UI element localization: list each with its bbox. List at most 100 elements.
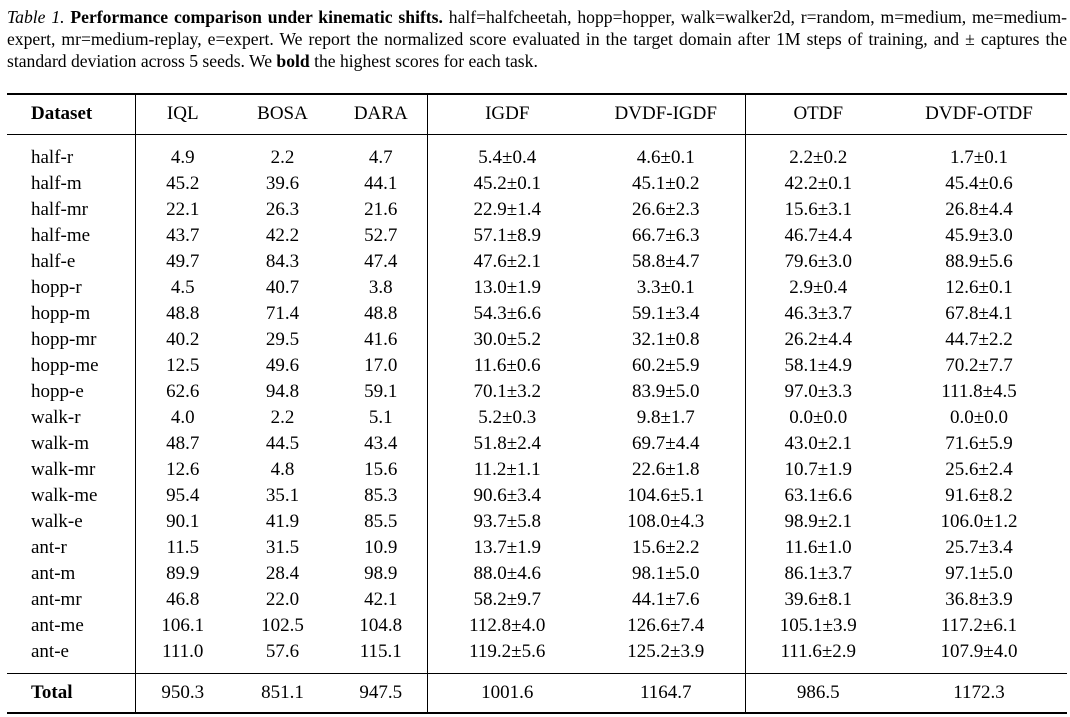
score-cell: 42.2 xyxy=(265,224,300,246)
score-cell: 40.2 xyxy=(166,328,200,350)
score-cell: 4.6±0.1 xyxy=(587,134,746,171)
score-cell: 31.5 xyxy=(265,536,300,558)
score-cell: 25.6±2.4 xyxy=(945,458,1013,480)
score-cell: 91.6±8.2 xyxy=(945,484,1013,506)
total-cell: 1164.7 xyxy=(587,672,746,714)
score-cell: 54.3±6.6 xyxy=(473,302,541,324)
score-cell: 22.6±1.8 xyxy=(587,456,746,483)
score-cell: 83.9±5.0 xyxy=(587,378,746,405)
score-cell: 46.8 xyxy=(166,588,200,610)
dataset-cell: half-mr xyxy=(7,196,136,223)
table-caption: Table 1. Performance comparison under ki… xyxy=(7,6,1067,72)
score-cell: 44.1 xyxy=(335,170,428,197)
table-row: half-me 43.7 42.2 52.7 57.1±8.9 66.7±6.3 46.7±… xyxy=(7,222,1067,249)
score-cell: 89.9 xyxy=(166,562,200,584)
score-cell: 4.7 xyxy=(335,134,428,171)
table-row: walk-r 4.0 2.2 5.1 5.2±0.3 9.8±1.7 0.0±0.0 0.0±… xyxy=(7,404,1067,431)
score-cell: 13.7±1.9 xyxy=(473,536,541,558)
header-row: Dataset IQL BOSA DARA IGDF DVDF-IGDF OTDF DVDF-… xyxy=(7,93,1067,135)
dataset-cell: hopp-e xyxy=(7,378,136,405)
score-cell: 58.1±4.9 xyxy=(784,354,852,376)
score-cell: 42.2±0.1 xyxy=(784,172,852,194)
score-cell: 4.8 xyxy=(270,458,295,480)
score-cell: 2.2 xyxy=(270,406,295,428)
total-label: Total xyxy=(7,672,136,714)
table-row: hopp-m 48.8 71.4 48.8 54.3±6.6 59.1±3.4 46.3±3… xyxy=(7,300,1067,327)
score-cell: 4.9 xyxy=(170,146,195,168)
score-cell: 98.9 xyxy=(335,560,428,587)
score-cell: 62.6 xyxy=(166,380,200,402)
score-cell: 107.9±4.0 xyxy=(940,640,1018,662)
dataset-cell: half-r xyxy=(7,134,136,171)
score-cell: 125.2±3.9 xyxy=(587,638,746,673)
dataset-cell: ant-e xyxy=(7,638,136,673)
score-cell: 111.6±2.9 xyxy=(780,640,857,662)
header-dataset: Dataset xyxy=(7,93,136,135)
score-cell: 45.4±0.6 xyxy=(945,172,1013,194)
caption-text: half=halfcheetah, hopp=hopper, walk=walk… xyxy=(7,7,1067,71)
score-cell: 22.9±1.4 xyxy=(473,198,541,220)
table-row: half-r 4.9 2.2 4.7 5.4±0.4 4.6±0.1 2.2±0.2 1.7±… xyxy=(7,134,1067,171)
table-row: walk-me 95.4 35.1 85.3 90.6±3.4 104.6±5.1 63.1… xyxy=(7,482,1067,509)
table-row: walk-e 90.1 41.9 85.5 93.7±5.8 108.0±4.3 98.9±… xyxy=(7,508,1067,535)
score-cell: 36.8±3.9 xyxy=(945,588,1013,610)
score-cell: 26.6±2.3 xyxy=(587,196,746,223)
total-row: Total 950.3 851.1 947.5 1001.6 1164.7 986.5 117… xyxy=(7,672,1067,714)
score-cell: 28.4 xyxy=(265,562,300,584)
score-cell: 15.6±2.2 xyxy=(587,534,746,561)
caption-title: Performance comparison under kinematic s… xyxy=(70,7,443,27)
score-cell: 111.8±4.5 xyxy=(941,380,1017,402)
score-cell: 41.6 xyxy=(335,326,428,353)
total-cell: 851.1 xyxy=(230,672,335,714)
score-cell: 94.8 xyxy=(265,380,300,402)
score-cell: 60.2±5.9 xyxy=(587,352,746,379)
score-cell: 17.0 xyxy=(335,352,428,379)
score-cell: 88.9±5.6 xyxy=(945,250,1013,272)
header-dara: DARA xyxy=(335,93,428,135)
dataset-cell: hopp-r xyxy=(7,274,136,301)
table-row: half-mr 22.1 26.3 21.6 22.9±1.4 26.6±2.3 15.6±… xyxy=(7,196,1067,223)
score-cell: 47.6±2.1 xyxy=(473,250,541,272)
header-iql: IQL xyxy=(135,93,230,135)
score-cell: 11.6±0.6 xyxy=(473,354,541,376)
score-cell: 111.0 xyxy=(162,640,204,662)
results-table: Dataset IQL BOSA DARA IGDF DVDF-IGDF OTDF DVDF-… xyxy=(7,93,1067,714)
score-cell: 5.1 xyxy=(335,404,428,431)
score-cell: 126.6±7.4 xyxy=(587,612,746,639)
score-cell: 10.7±1.9 xyxy=(784,458,852,480)
score-cell: 85.3 xyxy=(335,482,428,509)
score-cell: 49.7 xyxy=(166,250,200,272)
header-igdf: IGDF xyxy=(427,93,587,135)
score-cell: 98.1±5.0 xyxy=(587,560,746,587)
score-cell: 97.1±5.0 xyxy=(945,562,1013,584)
score-cell: 0.0±0.0 xyxy=(950,406,1008,428)
dataset-cell: walk-m xyxy=(7,430,136,457)
score-cell: 42.1 xyxy=(335,586,428,613)
score-cell: 46.3±3.7 xyxy=(784,302,852,324)
score-cell: 115.1 xyxy=(335,638,428,673)
score-cell: 15.6±3.1 xyxy=(784,198,852,220)
score-cell: 45.2 xyxy=(166,172,200,194)
table-row: ant-m 89.9 28.4 98.9 88.0±4.6 98.1±5.0 86.1±3.… xyxy=(7,560,1067,587)
score-cell: 35.1 xyxy=(265,484,300,506)
score-cell: 106.0±1.2 xyxy=(940,510,1018,532)
score-cell: 43.0±2.1 xyxy=(784,432,852,454)
dataset-cell: ant-mr xyxy=(7,586,136,613)
score-cell: 43.4 xyxy=(335,430,428,457)
total-cell: 1172.3 xyxy=(891,672,1067,714)
score-cell: 108.0±4.3 xyxy=(587,508,746,535)
score-cell: 95.4 xyxy=(166,484,200,506)
score-cell: 93.7±5.8 xyxy=(473,510,541,532)
score-cell: 4.5 xyxy=(170,276,195,298)
table-row: half-e 49.7 84.3 47.4 47.6±2.1 58.8±4.7 79.6±3… xyxy=(7,248,1067,275)
table-row: hopp-mr 40.2 29.5 41.6 30.0±5.2 32.1±0.8 26.2±… xyxy=(7,326,1067,353)
table-header: Dataset IQL BOSA DARA IGDF DVDF-IGDF OTDF DVDF-… xyxy=(7,93,1067,135)
score-cell: 44.7±2.2 xyxy=(945,328,1013,350)
score-cell: 117.2±6.1 xyxy=(940,614,1018,636)
dataset-cell: hopp-m xyxy=(7,300,136,327)
score-cell: 85.5 xyxy=(335,508,428,535)
score-cell: 71.6±5.9 xyxy=(945,432,1013,454)
score-cell: 102.5 xyxy=(261,614,304,636)
score-cell: 48.8 xyxy=(335,300,428,327)
score-cell: 3.3±0.1 xyxy=(587,274,746,301)
